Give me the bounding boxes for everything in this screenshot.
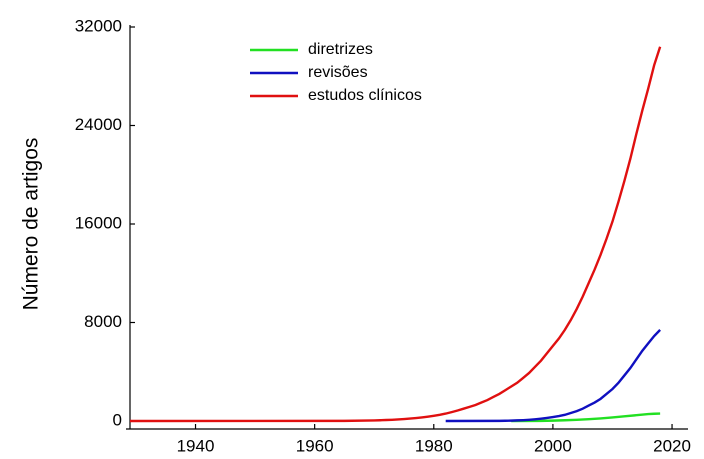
x-tick-label: 1960 (296, 436, 334, 455)
x-tick-label: 2020 (653, 436, 691, 455)
series-line (129, 46, 662, 423)
y-tick-label: 0 (113, 410, 122, 429)
y-axis-label: Número de artigos (20, 138, 43, 311)
x-tick-label: 2000 (534, 436, 572, 455)
x-tick-label: 1980 (415, 436, 453, 455)
legend-label: estudos clínicos (308, 87, 422, 104)
series-line (445, 329, 661, 423)
y-tick-label: 24000 (75, 115, 122, 134)
x-tick-label: 1940 (177, 436, 215, 455)
y-tick-label: 16000 (75, 213, 122, 232)
y-tick-label: 32000 (75, 16, 122, 35)
legend-label: diretrizes (308, 41, 373, 58)
y-tick-label: 8000 (84, 312, 122, 331)
series-line (511, 412, 661, 423)
legend-label: revisões (308, 64, 368, 81)
